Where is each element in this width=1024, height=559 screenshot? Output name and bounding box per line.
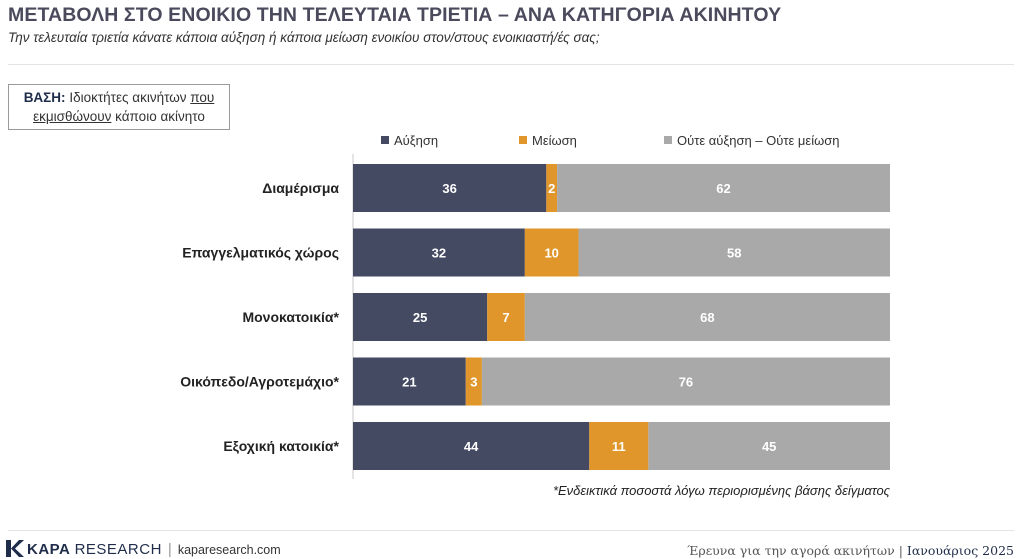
category-label: Οικόπεδο/Αγροτεμάχιο* [180,374,339,390]
report-title: Έρευνα για την αγορά ακινήτων [687,543,895,558]
bar-segment-neutral [557,164,890,212]
legend-swatch-neutral [664,136,672,144]
base-text-2: κάποιο ακίνητο [115,109,205,124]
data-label: 68 [700,310,714,325]
bar-segment-increase [353,422,590,470]
bar-segment-increase [353,228,525,277]
data-label: 32 [432,246,446,261]
data-label: 3 [470,375,477,390]
report-date: Ιανουάριος 2025 [906,543,1014,558]
bar-segment-neutral [524,293,890,341]
data-label: 45 [762,439,776,454]
data-label: 36 [442,181,456,196]
footnote: *Ενδεικτικά ποσοστά λόγω περιορισμένης β… [552,483,890,498]
website-link[interactable]: kaparesearch.com [177,543,281,557]
base-text-1: Ιδιοκτήτες ακινήτων [69,90,187,105]
brand-name-light: RESEARCH [74,541,162,558]
data-label: 76 [679,375,693,390]
bar-segment-decrease [465,357,482,406]
legend-item-neutral: Ούτε αύξηση – Ούτε μείωση [664,133,840,148]
base-underlined-2: εκμισθώνουν [33,109,112,124]
data-label: 44 [464,439,479,454]
data-label: 21 [402,375,416,390]
footer-report-info: Έρευνα για την αγορά ακινήτων | Ιανουάρι… [687,543,1014,558]
bar-segment-increase [353,357,466,406]
legend-label-increase: Αύξηση [394,133,439,148]
top-divider [8,64,1014,65]
data-label: 10 [544,246,558,261]
footer-brand: KAPA RESEARCH | kaparesearch.com [6,540,281,558]
data-label: 25 [413,310,427,325]
bar-segment-decrease [524,228,579,277]
legend-swatch-increase [381,136,389,144]
page-subtitle: Την τελευταία τριετία κάνατε κάποια αύξη… [8,30,600,45]
bar-segment-decrease [589,422,649,470]
brand-name-bold: KAPA [27,541,71,558]
brand-divider: | [167,541,172,558]
kapa-logo-icon [6,540,24,557]
category-label: Διαμέρισμα [262,180,339,196]
category-label: Μονοκατοικία* [242,309,339,325]
bar-segment-decrease [487,293,525,341]
category-label: Εξοχική κατοικία* [223,438,339,454]
base-note-box: ΒΑΣΗ: Ιδιοκτήτες ακινήτων που εκμισθώνου… [8,84,230,130]
report-divider: | [898,543,903,558]
data-label: 7 [502,310,509,325]
bar-segment-decrease [546,164,558,212]
legend-swatch-decrease [519,136,527,144]
data-label: 58 [727,246,741,261]
bar-segment-neutral [481,357,890,406]
data-label: 62 [716,181,730,196]
page-title: ΜΕΤΑΒΟΛΗ ΣΤΟ ΕΝΟΙΚΙΟ ΤΗΝ ΤΕΛΕΥΤΑΙΑ ΤΡΙΕΤ… [8,4,782,26]
legend-item-decrease: Μείωση [519,133,577,148]
legend-item-increase: Αύξηση [381,133,438,148]
category-label: Επαγγελματικός χώρος [182,245,339,261]
bar-segment-increase [353,164,547,212]
bar-segment-increase [353,293,488,341]
base-underlined-1: που [190,90,215,105]
bottom-divider [8,530,1014,531]
legend-label-decrease: Μείωση [532,133,577,148]
bar-segment-neutral [648,422,890,470]
legend-label-neutral: Ούτε αύξηση – Ούτε μείωση [677,133,840,148]
data-label: 11 [612,439,626,454]
base-label: ΒΑΣΗ: [23,90,66,105]
data-label: 2 [548,181,555,196]
bar-segment-neutral [578,228,890,277]
